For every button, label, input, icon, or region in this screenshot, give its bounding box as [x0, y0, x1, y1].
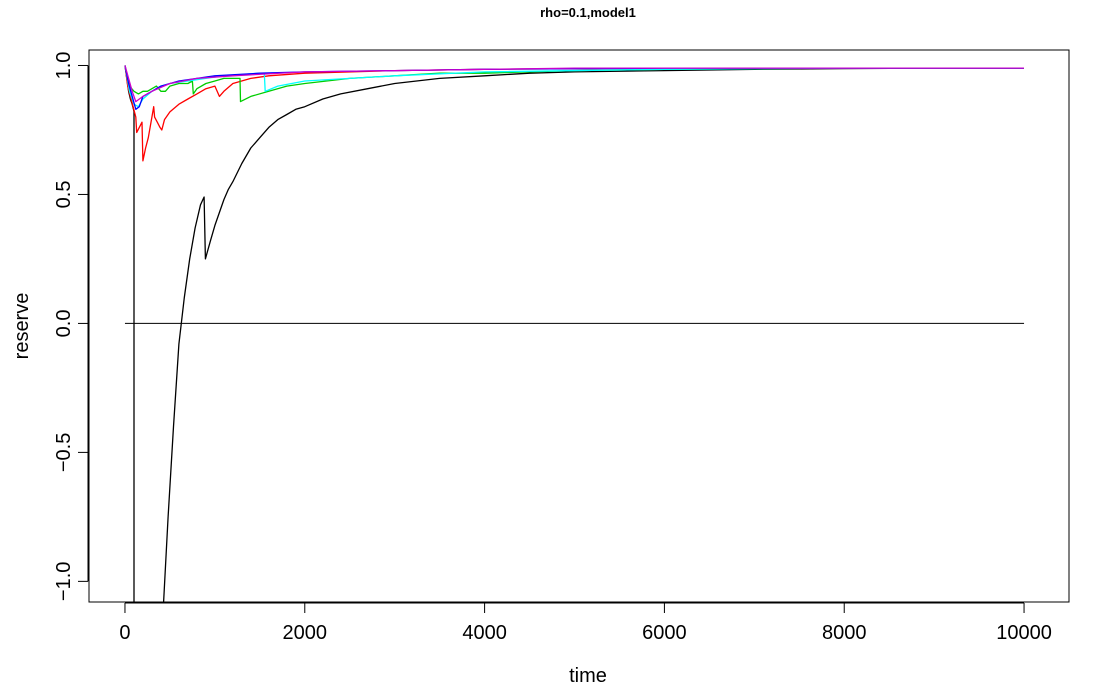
y-tick-label: 0.0 — [53, 310, 75, 338]
y-tick-label: −0.5 — [53, 433, 75, 472]
x-tick-label: 6000 — [642, 622, 687, 644]
x-axis-title: time — [569, 665, 607, 687]
y-axis: −1.0 −0.5 0.0 0.5 1.0 — [53, 52, 89, 601]
plot-frame — [88, 49, 1070, 603]
x-tick-label: 0 — [119, 622, 130, 644]
x-axis: 0 2000 4000 6000 8000 10000 — [119, 602, 1052, 644]
y-tick-label: 1.0 — [53, 52, 75, 80]
series-line-0 — [124, 65, 135, 602]
plot-area — [124, 65, 1025, 602]
series-line-6 — [124, 65, 1024, 103]
y-tick-label: −1.0 — [53, 562, 75, 601]
x-tick-label: 2000 — [283, 622, 328, 644]
series-line-1 — [162, 67, 1024, 602]
x-tick-label: 8000 — [822, 622, 867, 644]
series-line-2 — [124, 65, 1024, 162]
x-tick-label: 4000 — [462, 622, 507, 644]
x-tick-label: 10000 — [996, 622, 1052, 644]
y-tick-label: 0.5 — [53, 181, 75, 209]
y-axis-title: reserve — [11, 293, 33, 360]
chart-title: rho=0.1,model1 — [540, 5, 636, 20]
